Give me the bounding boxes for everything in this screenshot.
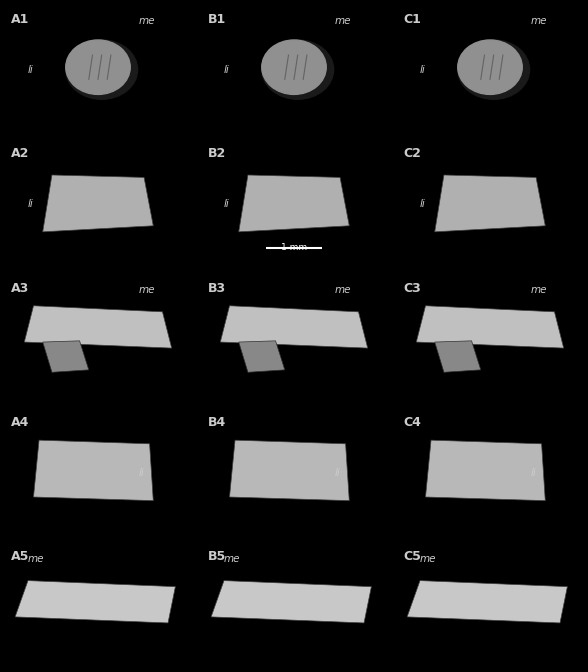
Ellipse shape [262, 40, 333, 99]
Text: me: me [139, 16, 155, 26]
Ellipse shape [262, 40, 326, 95]
Text: me: me [224, 554, 240, 564]
Text: 1 mm: 1 mm [281, 243, 307, 253]
Text: A1: A1 [11, 13, 30, 26]
Text: B1: B1 [208, 13, 226, 26]
Polygon shape [239, 175, 349, 232]
Text: B3: B3 [208, 282, 226, 294]
Text: A4: A4 [11, 416, 30, 429]
Ellipse shape [66, 40, 130, 95]
Text: A5: A5 [11, 550, 30, 563]
Polygon shape [43, 341, 89, 372]
Text: li: li [335, 468, 340, 478]
Text: li: li [28, 199, 34, 209]
Text: B4: B4 [208, 416, 226, 429]
Text: me: me [530, 285, 547, 295]
Text: li: li [224, 199, 230, 209]
Ellipse shape [66, 40, 138, 99]
Text: li: li [139, 468, 144, 478]
Text: B2: B2 [208, 147, 226, 160]
Text: A2: A2 [11, 147, 30, 160]
Text: me: me [335, 16, 351, 26]
Ellipse shape [457, 40, 522, 95]
Text: C3: C3 [403, 282, 421, 294]
Text: me: me [530, 16, 547, 26]
Ellipse shape [457, 40, 530, 99]
Polygon shape [211, 581, 372, 623]
Polygon shape [435, 175, 545, 232]
Text: li: li [530, 468, 536, 478]
Text: me: me [420, 554, 436, 564]
Polygon shape [43, 175, 153, 232]
Polygon shape [229, 440, 349, 501]
Text: li: li [224, 65, 230, 75]
Text: A3: A3 [11, 282, 29, 294]
Polygon shape [24, 306, 172, 348]
Text: C2: C2 [403, 147, 421, 160]
Text: me: me [335, 285, 351, 295]
Text: C5: C5 [403, 550, 421, 563]
Text: C1: C1 [403, 13, 421, 26]
Polygon shape [239, 341, 285, 372]
Text: me: me [139, 285, 155, 295]
Text: li: li [420, 65, 426, 75]
Text: me: me [28, 554, 45, 564]
Text: li: li [420, 199, 426, 209]
Polygon shape [435, 341, 481, 372]
Text: B5: B5 [208, 550, 226, 563]
Polygon shape [15, 581, 175, 623]
Text: li: li [28, 65, 34, 75]
Text: C4: C4 [403, 416, 421, 429]
Polygon shape [34, 440, 153, 501]
Polygon shape [426, 440, 545, 501]
Polygon shape [407, 581, 567, 623]
Polygon shape [416, 306, 564, 348]
Polygon shape [220, 306, 368, 348]
